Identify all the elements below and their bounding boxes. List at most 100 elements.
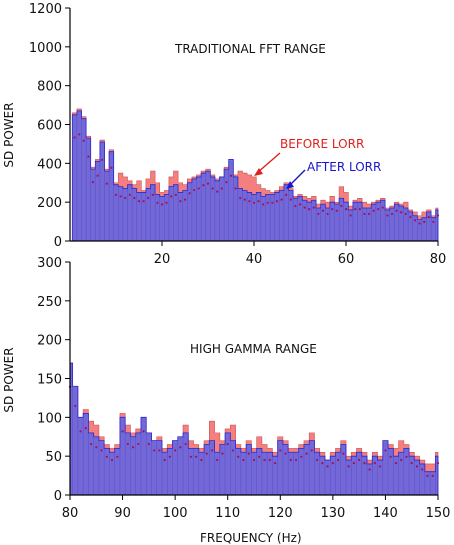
- top-dot: [170, 195, 173, 198]
- top-dot: [427, 216, 430, 219]
- top-after-lorr-area: [71, 110, 439, 242]
- top-dot: [344, 208, 348, 211]
- top-dot: [197, 187, 200, 190]
- bottom-dot: [221, 452, 224, 455]
- top-dot: [386, 214, 389, 217]
- bottom-dot: [347, 465, 350, 468]
- top-dot: [289, 198, 292, 201]
- top-dot: [165, 201, 168, 204]
- bottom-y-tick-label: 50: [45, 450, 62, 465]
- top-dot: [280, 198, 283, 201]
- bottom-dot: [252, 458, 256, 462]
- bottom-dot: [226, 442, 229, 446]
- top-dot: [354, 208, 357, 211]
- bottom-dot: [310, 449, 313, 452]
- bottom-dot: [89, 442, 93, 446]
- top-dot: [248, 200, 251, 203]
- top-dot: [340, 204, 343, 208]
- bottom-x-tick-label: 150: [426, 506, 451, 521]
- bottom-dot: [358, 458, 361, 462]
- bottom-x-tick-label: 100: [163, 506, 188, 521]
- top-dot: [114, 193, 118, 196]
- after-lorr-arrow: [288, 169, 306, 187]
- bottom-dot: [231, 449, 235, 452]
- bottom-dot: [153, 449, 156, 452]
- top-dot: [147, 196, 150, 200]
- top-dot: [308, 208, 311, 211]
- top-dot: [73, 136, 76, 139]
- top-x-tick-label: 40: [246, 252, 263, 267]
- bottom-x-tick-label: 120: [268, 506, 293, 521]
- bottom-dot: [137, 442, 140, 446]
- top-dot: [418, 222, 421, 225]
- bottom-x-tick-label: 110: [215, 506, 240, 521]
- bottom-dot: [436, 462, 440, 465]
- bottom-dot: [174, 449, 177, 452]
- top-dot: [188, 192, 191, 195]
- top-dot: [252, 201, 256, 204]
- bottom-dot: [110, 458, 114, 462]
- top-dot: [96, 174, 99, 177]
- bottom-dot: [400, 458, 403, 462]
- top-dot: [110, 166, 113, 169]
- top-y-tick-label: 400: [37, 157, 62, 172]
- bottom-dot: [200, 458, 203, 462]
- bottom-dot: [315, 458, 319, 462]
- top-dot: [349, 214, 352, 217]
- top-dot: [211, 187, 214, 190]
- bottom-x-tick-label: 140: [373, 506, 398, 521]
- bottom-dot: [421, 468, 424, 471]
- bottom-dot: [247, 452, 250, 455]
- bottom-dot: [415, 465, 419, 468]
- top-dot: [423, 220, 426, 223]
- bottom-dot: [368, 468, 371, 471]
- top-dot: [390, 212, 394, 216]
- bottom-x-tick-label: 90: [114, 506, 131, 521]
- top-y-tick-label: 600: [37, 119, 62, 134]
- top-dot: [294, 204, 297, 208]
- top-dot: [326, 212, 329, 216]
- top-dot: [257, 200, 260, 203]
- top-x-tick-label: 60: [338, 252, 355, 267]
- top-dot: [372, 209, 375, 212]
- bottom-dot: [394, 462, 398, 465]
- bottom-dot: [268, 458, 271, 462]
- bottom-dot: [216, 458, 219, 462]
- top-dot: [275, 200, 279, 203]
- top-dot: [101, 158, 104, 161]
- bottom-y-tick-label: 250: [37, 295, 62, 310]
- top-dot: [367, 212, 371, 216]
- top-x-tick-label: 80: [430, 252, 447, 267]
- bottom-dot: [326, 465, 329, 468]
- top-dot: [335, 209, 338, 212]
- bottom-dot: [284, 452, 287, 455]
- top-dot: [216, 190, 219, 193]
- bottom-dot: [131, 446, 135, 449]
- top-before-dots: [73, 133, 440, 225]
- top-dot: [358, 208, 361, 211]
- bottom-dot: [294, 458, 298, 462]
- top-dot: [151, 193, 154, 196]
- top-dot: [303, 206, 306, 209]
- top-y-tick-label: 800: [37, 80, 62, 95]
- top-dot: [105, 182, 108, 185]
- top-dot: [404, 212, 407, 216]
- bottom-dot: [195, 455, 198, 458]
- top-dot: [262, 203, 265, 206]
- top-dot: [312, 206, 315, 209]
- top-dot: [243, 198, 246, 201]
- bottom-dot: [273, 462, 277, 465]
- top-dot: [400, 211, 403, 214]
- top-axes: 0 200 400 600 800 1000 1200 20 40 60 80: [29, 2, 446, 267]
- bottom-dot: [74, 404, 77, 407]
- bottom-dot: [142, 430, 145, 433]
- bottom-dot: [105, 455, 108, 458]
- top-dot: [271, 201, 274, 204]
- bottom-chart-title: HIGH GAMMA RANGE: [190, 342, 317, 356]
- bottom-dot: [168, 455, 171, 458]
- bottom-dot: [189, 455, 193, 458]
- bottom-y-tick-label: 150: [37, 373, 62, 388]
- bottom-dot: [158, 449, 161, 452]
- bottom-dot: [84, 427, 87, 430]
- bottom-dot: [300, 455, 303, 458]
